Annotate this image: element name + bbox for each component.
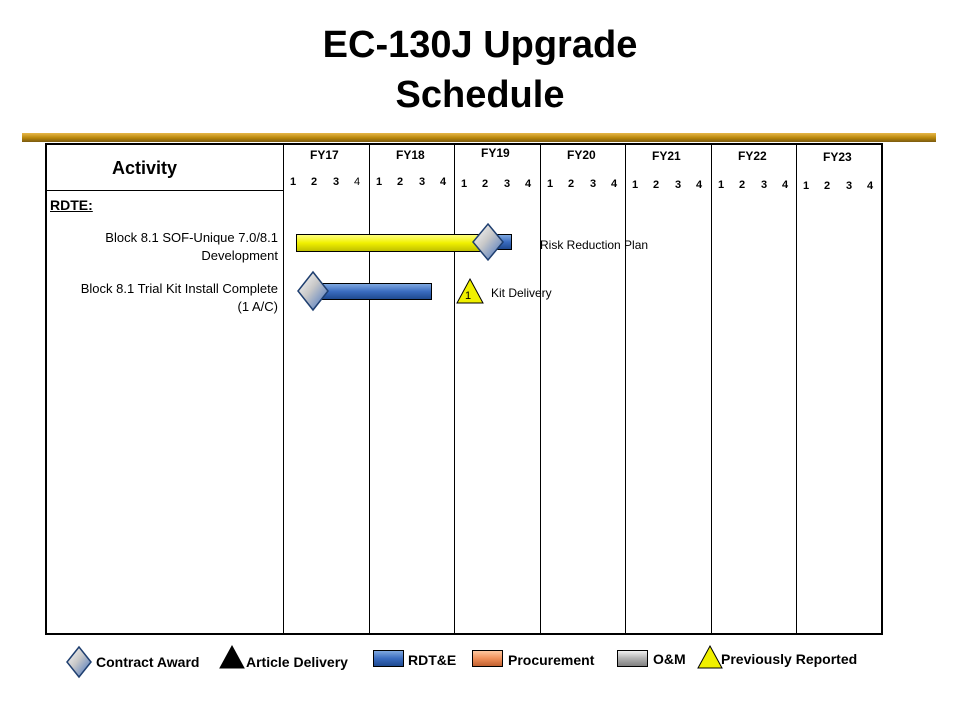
fy-label: FY18 [396,148,425,162]
fy-label: FY22 [738,149,767,163]
row-label-line1: Block 8.1 SOF-Unique 7.0/8.1 [105,230,278,245]
milestone-annotation: Risk Reduction Plan [540,238,649,252]
quarter-label: 2 [824,180,831,192]
row-label-line1: Block 8.1 Trial Kit Install Complete [80,281,278,296]
quarter-label: 1 [547,178,554,190]
gridline [369,143,370,635]
quarter-label: 3 [761,179,768,191]
header-divider [46,190,283,191]
quarter-label: 1 [461,178,468,190]
quarter-label: 4 [867,180,874,192]
quarter-label: 4 [611,178,618,190]
fy-label: FY23 [823,150,852,164]
milestone-number: 1 [465,290,472,302]
quarter-label: 2 [568,178,575,190]
row-label-line2: (1 A/C) [237,299,278,314]
row-label: Block 8.1 Trial Kit Install Complete (1 … [38,280,278,316]
gridline [711,143,712,635]
gridline [540,143,541,635]
quarter-label: 1 [718,179,725,191]
quarter-label: 1 [632,179,639,191]
quarter-label: 2 [311,176,318,188]
milestone-annotation: Kit Delivery [491,286,552,300]
section-label-rdte: RDTE: [50,197,93,213]
quarter-label: 1 [803,180,810,192]
legend-label: Procurement [508,652,595,668]
legend-label: Previously Reported [721,651,858,667]
blue-box-icon [373,650,404,667]
legend-label: Article Delivery [246,654,348,670]
quarter-label: 3 [590,178,597,190]
quarter-label: 3 [419,176,426,188]
triangle-icon [219,644,245,669]
fy-label: FY20 [567,148,596,162]
contract-award-diamond-icon [297,270,329,312]
page-title-line1: EC-130J Upgrade [322,24,638,66]
orange-box-icon [472,650,503,667]
quarter-label: 3 [504,178,511,190]
quarter-label: 2 [397,176,404,188]
gray-box-icon [617,650,648,667]
quarter-label: 2 [739,179,746,191]
fy-label: FY21 [652,149,681,163]
quarter-label: 3 [846,180,853,192]
gridline [283,143,284,635]
quarter-label: 4 [354,176,361,188]
quarter-label: 3 [675,179,682,191]
quarter-label: 4 [525,178,532,190]
quarter-label: 4 [696,179,703,191]
legend-label: O&M [653,651,686,667]
legend-label: Contract Award [96,654,200,670]
quarter-label: 2 [653,179,660,191]
quarter-label: 4 [440,176,447,188]
previously-reported-triangle-icon [456,277,484,304]
quarter-label: 2 [482,178,489,190]
contract-award-diamond-icon [472,222,504,262]
diamond-icon [66,645,92,679]
quarter-label: 4 [782,179,789,191]
gantt-chart-frame [45,143,883,635]
fy-label: FY19 [481,146,510,160]
activity-header: Activity [112,158,178,178]
gridline [625,143,626,635]
quarter-label: 1 [376,176,383,188]
page-title-line2: Schedule [395,74,565,116]
quarter-label: 1 [290,176,297,188]
row-label-line2: Development [201,248,278,263]
rdte-bar [316,283,432,300]
rdte-prior-bar [296,234,482,252]
gridline [796,143,797,635]
row-label: Block 8.1 SOF-Unique 7.0/8.1 Development [38,229,278,265]
yellow-triangle-icon [697,644,723,669]
fy-label: FY17 [310,148,339,162]
legend-label: RDT&E [408,652,457,668]
title-divider [22,133,936,142]
gridline [454,143,455,635]
quarter-label: 3 [333,176,340,188]
